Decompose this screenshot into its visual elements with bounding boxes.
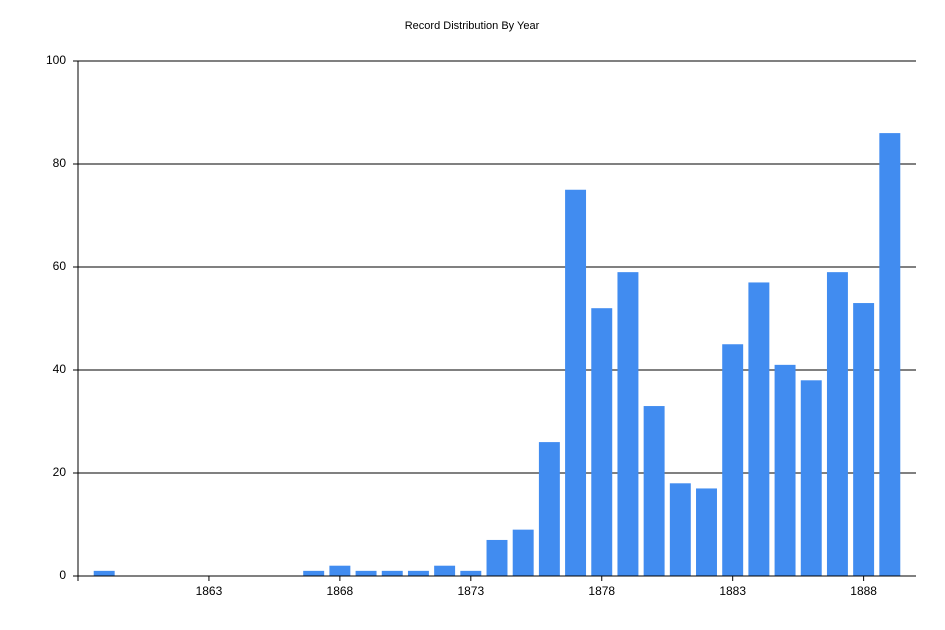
y-tick-label: 100 — [46, 53, 66, 67]
x-tick-label: 1888 — [850, 584, 877, 598]
bar — [696, 488, 717, 576]
bar — [381, 570, 403, 576]
bar — [669, 483, 691, 576]
bar — [565, 189, 587, 576]
x-tick-label: 1873 — [457, 584, 484, 598]
chart-title: Record Distribution By Year — [405, 20, 540, 32]
bar — [538, 442, 560, 576]
x-tick-label: 1883 — [719, 584, 746, 598]
bar — [617, 272, 639, 576]
y-tick-label: 40 — [53, 362, 67, 376]
bar — [407, 570, 429, 576]
bar — [826, 272, 848, 576]
bar — [722, 344, 744, 576]
bar — [355, 570, 377, 576]
bar — [591, 308, 613, 576]
y-tick-label: 60 — [53, 259, 67, 273]
bar — [460, 570, 482, 576]
bar — [329, 565, 351, 576]
bar — [879, 133, 901, 576]
x-tick-label: 1868 — [327, 584, 354, 598]
bar — [486, 539, 508, 576]
bar — [643, 406, 665, 576]
bar — [800, 380, 822, 576]
x-tick-label: 1878 — [588, 584, 615, 598]
y-tick-label: 80 — [53, 156, 67, 170]
bar — [853, 303, 875, 576]
bar — [93, 570, 115, 576]
bar — [748, 282, 770, 576]
bar — [512, 529, 534, 576]
bar — [303, 570, 325, 576]
bar — [434, 565, 456, 576]
y-tick-label: 20 — [53, 465, 67, 479]
x-tick-label: 1863 — [196, 584, 223, 598]
y-tick-label: 0 — [59, 568, 66, 582]
bar — [774, 364, 796, 576]
